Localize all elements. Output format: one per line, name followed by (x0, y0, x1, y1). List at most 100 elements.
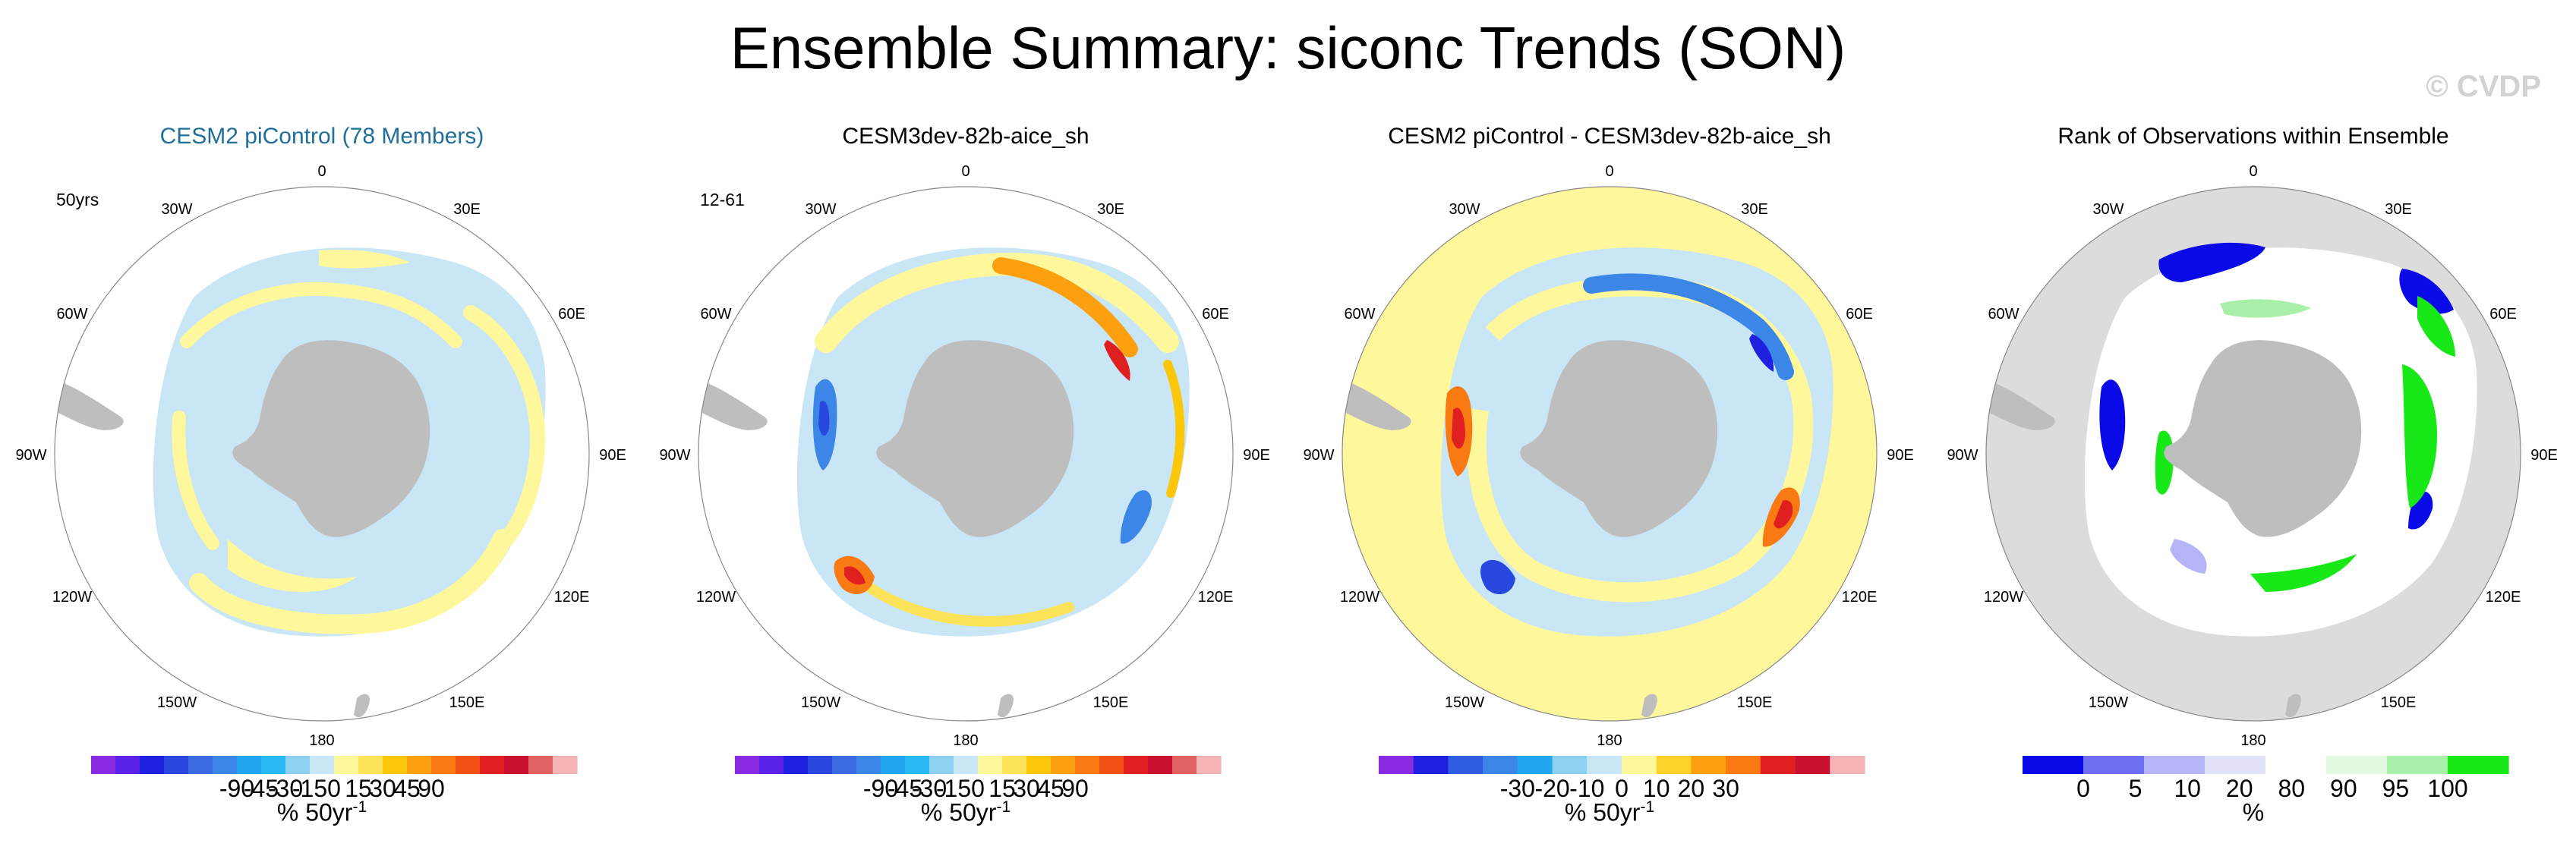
colorbar-box (407, 756, 432, 774)
antarctica-landmass (2164, 340, 2362, 537)
colorbar-box (2265, 756, 2327, 774)
lon-label: 60E (2489, 306, 2517, 323)
south-america-landmass (1986, 379, 2055, 430)
polar-map: 0 30E 60E 90E 120E 150E 180 150W 120W 90… (1947, 163, 2557, 749)
colorbar-unit: % 50yr-1 (644, 798, 1288, 827)
colorbar-box (2326, 756, 2388, 774)
colorbar-box (285, 756, 311, 774)
longitude-labels: 0 30E 60E 90E 120E 150E 180 150W 120W 90… (659, 163, 1269, 749)
colorbar-box (1552, 756, 1588, 774)
colorbar-tick-label: 5 (2129, 775, 2142, 798)
lon-label: 180 (2240, 732, 2265, 749)
lon-label: 30E (453, 201, 481, 218)
lon-label: 150E (1093, 694, 1129, 711)
colorbar-tick-label: 20 (1678, 775, 1705, 798)
colorbar-box (480, 756, 505, 774)
lon-label: 150E (2381, 694, 2417, 711)
colorbar-box (1197, 756, 1222, 774)
colorbar-box (2205, 756, 2266, 774)
lon-label: 180 (1597, 732, 1622, 749)
lon-label: 150W (2089, 694, 2128, 711)
colorbar-box (1026, 756, 1052, 774)
colorbar-tick-label: -15 (936, 775, 971, 798)
colorbar-tick-label: 0 (1615, 775, 1629, 798)
lon-label: 90W (1947, 447, 1978, 464)
lon-label: 120E (2486, 589, 2521, 606)
colorbar-box (115, 756, 140, 774)
lon-label: 150W (801, 694, 840, 711)
lon-label: 0 (317, 163, 326, 180)
corner-label: 12-61 (700, 190, 745, 209)
colorbar-box (1830, 756, 1865, 774)
colorbar: -30 -20 -10 0 10 20 30 (1379, 756, 1865, 798)
australia-landmass (1113, 677, 1127, 693)
colorbar-unit: % (1931, 798, 2575, 827)
lon-label: 30E (1097, 201, 1124, 218)
trend-field-cool-core (1749, 334, 1774, 372)
colorbar-box (881, 756, 906, 774)
colorbar-box (1413, 756, 1449, 774)
lon-label: 90E (1887, 447, 1914, 464)
lon-label: 90E (599, 447, 626, 464)
colorbar-box (358, 756, 383, 774)
lon-label: 180 (309, 732, 334, 749)
panel-title: CESM2 piControl - CESM3dev-82b-aice_sh (1388, 124, 1831, 149)
colorbar-box (1075, 756, 1100, 774)
south-america-landmass (698, 379, 768, 430)
colorbar-box (383, 756, 408, 774)
panel-cesm2-picontrol: CESM2 piControl (78 Members) 50yrs 0 30E… (0, 114, 644, 856)
rank-field-green (2417, 296, 2455, 357)
colorbar-box (237, 756, 262, 774)
colorbar-tick-label: -30 (1500, 775, 1535, 798)
lon-label: 60E (558, 306, 585, 323)
lon-label: 30E (2385, 201, 2412, 218)
colorbar-box (1483, 756, 1518, 774)
unit-text: % 50yr (920, 798, 997, 826)
lon-label: 30W (805, 201, 836, 218)
colorbar-tick-label: 0 (2076, 775, 2090, 798)
panel-title: CESM3dev-82b-aice_sh (842, 124, 1089, 149)
colorbar-box (784, 756, 809, 774)
colorbar-tick-label: 45 (1037, 775, 1064, 798)
trend-field-orange-ring (1163, 360, 1185, 498)
colorbar: 0 5 10 20 80 90 95 100 (2023, 756, 2509, 798)
corner-label: 50yrs (56, 190, 99, 209)
lon-label: 30W (1449, 201, 1480, 218)
lon-label: 120E (1842, 589, 1878, 606)
colorbar-box (334, 756, 359, 774)
lon-label: 90W (1303, 447, 1334, 464)
trend-field-yellow-patch (228, 539, 357, 593)
colorbar-box (856, 756, 881, 774)
cvdp-credit: © CVDP (2426, 70, 2541, 103)
new-zealand-landmass (354, 694, 370, 718)
colorbar-box (954, 756, 979, 774)
colorbar-tick-label: 95 (2382, 775, 2410, 798)
rank-field-dark-blue (2399, 269, 2454, 314)
lon-label: 180 (953, 732, 978, 749)
lon-label: 120E (554, 589, 590, 606)
colorbar-box (978, 756, 1003, 774)
unit-exponent: -1 (1640, 798, 1655, 816)
colorbar-tick-label: -20 (1534, 775, 1569, 798)
new-zealand-landmass (998, 694, 1014, 718)
colorbar-tick-label: -30 (268, 775, 303, 798)
panel-cesm3dev: CESM3dev-82b-aice_sh 12-61 0 30E (644, 114, 1288, 856)
panel-title: Rank of Observations within Ensemble (2057, 124, 2449, 149)
colorbar-box (905, 756, 930, 774)
colorbar-tick-label: 15 (988, 775, 1016, 798)
colorbar-tick-label: 10 (2174, 775, 2201, 798)
colorbar-tick-label: 30 (1712, 775, 1739, 798)
lon-label: 120W (696, 589, 736, 606)
rank-field-green (2250, 554, 2357, 592)
trend-field-yellow-patch (319, 250, 410, 269)
colorbar-box (1099, 756, 1124, 774)
australia-landmass (2401, 677, 2415, 693)
colorbar-tick-label: 10 (1643, 775, 1670, 798)
colorbar-box (1587, 756, 1622, 774)
polar-map: 0 30E 60E 90E 120E 150E 180 150W 120W 90… (1303, 163, 1914, 749)
colorbar-box (929, 756, 954, 774)
trend-field-yellow-band (463, 305, 546, 546)
colorbar-box (1795, 756, 1830, 774)
lon-label: 150E (449, 694, 485, 711)
colorbar-box (140, 756, 165, 774)
